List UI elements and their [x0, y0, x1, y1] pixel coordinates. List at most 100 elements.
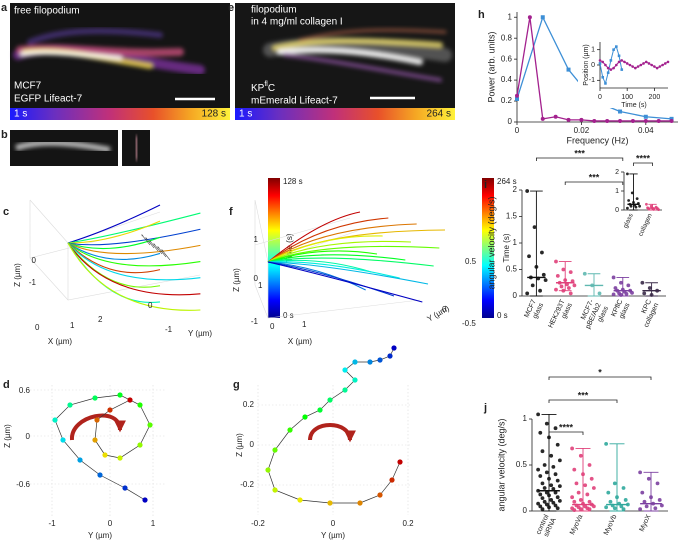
data-point — [642, 291, 647, 296]
trajectory-dot — [265, 467, 271, 473]
data-point — [542, 463, 547, 467]
marker — [540, 15, 545, 20]
tick-label: -1 — [48, 519, 56, 528]
data-point — [536, 412, 541, 417]
marker — [636, 65, 640, 68]
marker — [618, 109, 623, 114]
data-point — [621, 486, 626, 490]
trajectory — [267, 261, 366, 291]
trajectory-dot — [147, 422, 153, 428]
trajectory-dot — [387, 353, 393, 359]
data-point — [540, 496, 545, 501]
data-point — [554, 287, 558, 292]
trajectory-dot — [352, 359, 358, 365]
trajectory-dot — [117, 392, 123, 398]
marker — [658, 65, 662, 68]
trajectory — [267, 261, 395, 297]
tick-label: 0.5 — [465, 257, 477, 266]
data-point — [541, 272, 546, 277]
data-point — [544, 421, 549, 426]
panel-label: h — [478, 9, 485, 21]
y-tick-label: 1.5 — [506, 212, 518, 221]
axis-label: X (µm) — [288, 337, 312, 346]
tick-label: -1 — [165, 325, 173, 334]
data-point — [608, 499, 613, 504]
data-point — [640, 490, 645, 495]
data-point — [587, 499, 592, 504]
marker — [617, 60, 621, 64]
x-tick-label: MyoVb — [603, 514, 619, 537]
data-point — [557, 498, 562, 503]
trajectory — [267, 259, 372, 273]
data-point — [572, 508, 577, 512]
image-title: free filopodium — [14, 6, 80, 17]
whisker — [558, 261, 572, 292]
panel-label: i — [484, 179, 487, 191]
y-tick-label: -1 — [589, 77, 595, 84]
trajectory-dot — [92, 395, 98, 401]
tick-label: 0 — [250, 440, 255, 449]
data-point — [640, 280, 645, 285]
x-tick-label: 200 — [649, 94, 661, 101]
trajectory-dot — [60, 437, 66, 443]
data-point — [553, 490, 558, 495]
tick-label: -1 — [251, 317, 259, 326]
marker — [615, 63, 618, 67]
trajectory-dot — [377, 492, 383, 498]
axis-label: Y (µm) — [188, 329, 212, 338]
marker — [653, 65, 656, 68]
data-point — [544, 490, 549, 495]
trajectory-dot — [52, 417, 58, 423]
marker — [601, 60, 605, 64]
data-point — [538, 430, 543, 435]
panel-label: g — [233, 379, 240, 391]
data-point — [585, 492, 590, 497]
tick-label: 0.6 — [19, 386, 31, 395]
trajectory-dot — [367, 359, 373, 365]
trajectory-dot — [389, 477, 395, 483]
trajectory — [267, 250, 378, 263]
colorbar-title: Time (s) — [502, 233, 511, 262]
data-point — [623, 498, 628, 502]
trajectory-dot — [327, 500, 333, 506]
data-point — [561, 267, 566, 272]
marker — [515, 93, 519, 98]
y-tick-label: 0.4 — [501, 75, 513, 84]
data-point — [525, 291, 530, 296]
marker — [666, 60, 670, 64]
data-point — [644, 504, 649, 509]
trajectory-dot — [97, 472, 103, 478]
panel-label: j — [483, 402, 487, 414]
data-point — [630, 191, 634, 195]
trajectory — [67, 228, 201, 246]
marker — [604, 63, 607, 67]
significance-label: *** — [578, 390, 589, 400]
data-point — [647, 286, 652, 290]
y-tick-label: 1 — [523, 414, 528, 423]
whisker — [648, 203, 657, 211]
y-tick-label: 0 — [523, 506, 528, 515]
data-point — [555, 506, 560, 511]
marker — [592, 118, 597, 123]
data-point — [583, 483, 588, 488]
panel-label: a — [1, 2, 8, 14]
data-point — [542, 499, 547, 504]
data-point — [559, 284, 564, 289]
marker — [605, 118, 610, 123]
marker — [617, 54, 621, 58]
axis-label: X (µm) — [48, 337, 72, 346]
x-tick-label: 0.02 — [574, 126, 590, 135]
tick-label: 0 — [26, 432, 31, 441]
significance-bracket — [564, 181, 624, 185]
data-point — [538, 492, 543, 497]
data-point — [530, 283, 535, 288]
trajectory — [67, 242, 161, 288]
trajectory — [67, 242, 201, 311]
significance-bracket — [633, 162, 653, 166]
marker — [620, 68, 624, 71]
trajectory-2d-d — [30, 385, 165, 518]
y-tick-label: 2 — [513, 185, 518, 194]
cell-line: KPflC — [251, 81, 275, 94]
trajectory-3d-f — [254, 178, 494, 319]
marker — [661, 63, 664, 67]
